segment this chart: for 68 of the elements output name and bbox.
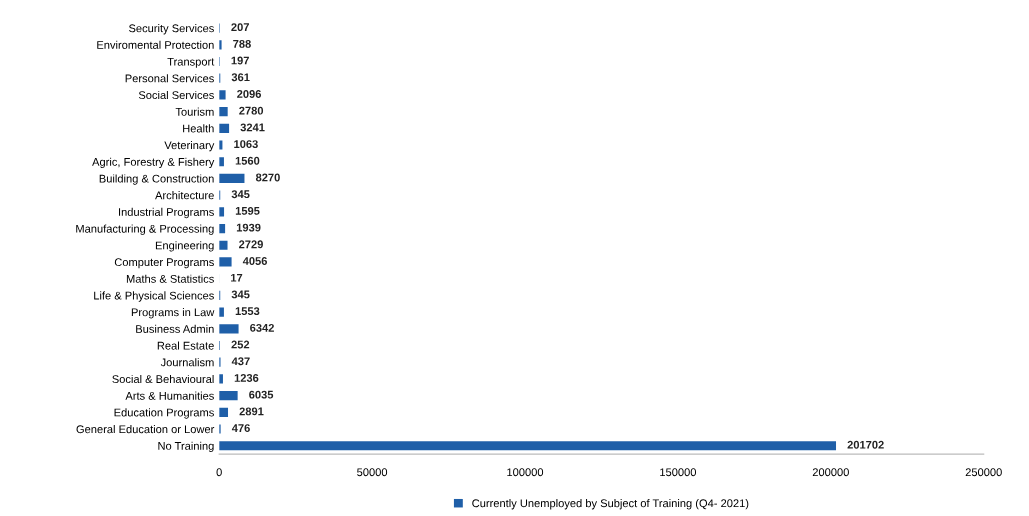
data-label: 2729 bbox=[239, 240, 263, 249]
data-label: 1063 bbox=[234, 140, 258, 149]
bar bbox=[219, 173, 245, 184]
y-tick-label: General Education or Lower bbox=[76, 425, 215, 434]
y-tick-label: Computer Programs bbox=[114, 258, 214, 269]
x-tick-label: 100000 bbox=[507, 468, 544, 477]
y-tick-label: Manufacturing & Processing bbox=[76, 224, 214, 235]
x-tick-label: 150000 bbox=[660, 468, 697, 477]
y-tick-label: Business Admin bbox=[136, 324, 214, 333]
data-label: 17 bbox=[231, 273, 243, 282]
y-tick-label: Architecture bbox=[155, 191, 214, 200]
x-tick-label: 250000 bbox=[965, 468, 1002, 477]
bar bbox=[219, 90, 226, 100]
data-label: 437 bbox=[231, 357, 250, 366]
bar bbox=[219, 257, 232, 267]
y-tick-label: Journalism bbox=[160, 358, 214, 367]
data-label: 361 bbox=[231, 73, 250, 82]
bar bbox=[219, 441, 837, 451]
data-label: 6035 bbox=[249, 390, 274, 399]
data-label: 2891 bbox=[239, 407, 264, 416]
data-label: 2096 bbox=[237, 90, 262, 98]
data-label: 1236 bbox=[234, 374, 259, 382]
data-label: 1560 bbox=[235, 156, 260, 165]
data-label: 1595 bbox=[235, 206, 260, 215]
y-tick-label: Maths & Statistics bbox=[126, 274, 214, 283]
y-tick-label: Tourism bbox=[175, 107, 214, 116]
data-label: 345 bbox=[231, 290, 250, 299]
data-label: 788 bbox=[233, 39, 251, 48]
y-tick-label: Engineering bbox=[155, 241, 214, 252]
y-tick-label: Industrial Programs bbox=[119, 207, 214, 219]
y-tick-label: Security Services bbox=[128, 24, 214, 35]
data-label: 197 bbox=[231, 56, 249, 65]
y-tick-label: Building & Construction bbox=[99, 174, 214, 185]
data-label: 3241 bbox=[240, 123, 265, 132]
data-label: 2780 bbox=[239, 106, 264, 115]
y-tick-label: Programs in Law bbox=[131, 308, 215, 319]
y-tick-label: Real Estate bbox=[157, 341, 214, 350]
data-label: 8270 bbox=[255, 173, 280, 182]
y-tick-label: Social & Behavioural bbox=[112, 374, 214, 384]
data-label: 201702 bbox=[847, 440, 884, 449]
bar bbox=[219, 391, 238, 401]
y-tick-label: No Training bbox=[158, 441, 214, 453]
y-tick-label: Education Programs bbox=[114, 408, 214, 419]
y-tick-label: Personal Services bbox=[125, 74, 214, 83]
bar bbox=[219, 307, 224, 317]
y-tick-label: Agric, Forestry & Fishery bbox=[92, 157, 215, 169]
bar bbox=[219, 240, 228, 250]
bar bbox=[219, 324, 239, 334]
data-label: 6342 bbox=[250, 323, 274, 332]
y-tick-label: Transport bbox=[167, 57, 215, 68]
y-tick-label: Health bbox=[183, 124, 214, 133]
bar bbox=[219, 107, 228, 117]
x-tick-label: 200000 bbox=[812, 468, 849, 477]
data-label: 1553 bbox=[235, 307, 260, 316]
data-label: 1939 bbox=[236, 223, 261, 232]
y-tick-label: Enviromental Protection bbox=[97, 40, 214, 49]
x-tick-label: 0 bbox=[216, 468, 222, 477]
data-label: 252 bbox=[231, 340, 250, 349]
y-tick-label: Social Services bbox=[138, 90, 214, 100]
data-label: 476 bbox=[231, 424, 250, 432]
data-label: 4056 bbox=[242, 257, 268, 265]
y-tick-label: Life & Physical Sciences bbox=[94, 291, 214, 302]
x-tick-label: 50000 bbox=[357, 468, 388, 477]
y-tick-label: Arts & Humanities bbox=[125, 391, 214, 400]
legend-label: Currently Unemployed by Subject of Training (Q4- 2021) bbox=[472, 499, 749, 510]
data-label: 207 bbox=[231, 23, 249, 32]
data-label: 345 bbox=[231, 190, 250, 199]
y-tick-label: Veterinary bbox=[164, 141, 215, 152]
